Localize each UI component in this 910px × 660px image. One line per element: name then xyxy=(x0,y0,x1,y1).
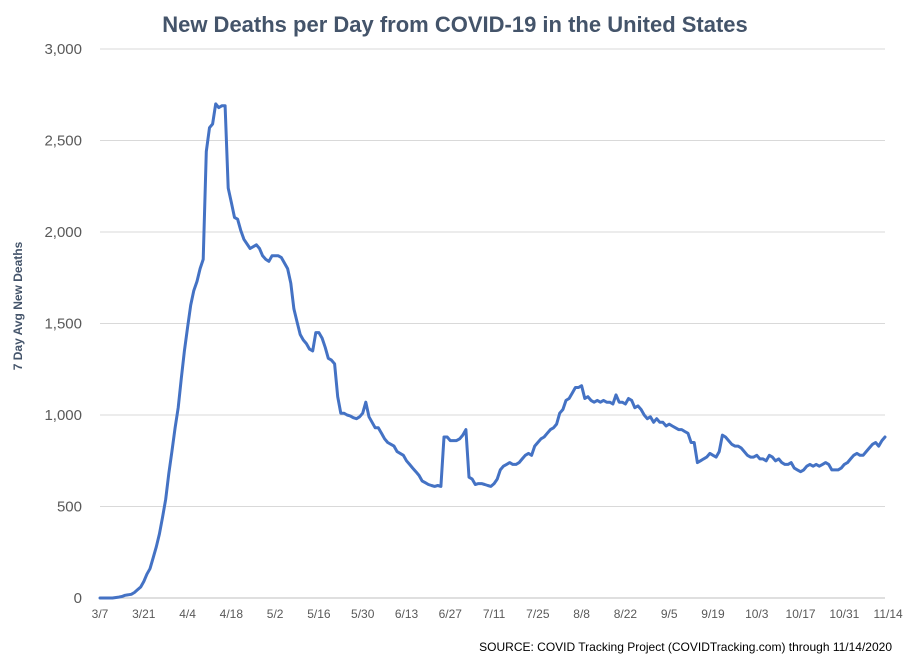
x-tick-label: 9/19 xyxy=(701,607,725,621)
y-tick-label: 2,500 xyxy=(44,133,82,150)
y-tick-label: 2,000 xyxy=(44,224,82,241)
x-tick-label: 8/22 xyxy=(614,607,638,621)
x-tick-label: 8/8 xyxy=(573,607,590,621)
x-tick-label: 9/5 xyxy=(661,607,678,621)
x-tick-label: 3/21 xyxy=(132,607,156,621)
x-tick-label: 5/30 xyxy=(351,607,375,621)
x-tick-label: 6/13 xyxy=(395,607,419,621)
x-tick-label: 4/4 xyxy=(179,607,196,621)
axes: 0 500 1,000 1,500 2,000 2,500 3,000 3/7 3/21 4/4 4… xyxy=(44,41,903,621)
x-tick-label: 5/2 xyxy=(267,607,284,621)
gridlines xyxy=(100,48,885,507)
y-tick-label: 500 xyxy=(57,499,82,516)
y-tick-label: 1,500 xyxy=(44,316,82,333)
x-tick-label: 5/16 xyxy=(307,607,331,621)
y-tick-label: 3,000 xyxy=(44,41,82,58)
series-line xyxy=(98,102,887,600)
x-tick-label: 7/25 xyxy=(526,607,550,621)
x-tick-label: 3/7 xyxy=(92,607,109,621)
y-tick-label: 1,000 xyxy=(44,407,82,424)
x-tick-label: 4/18 xyxy=(220,607,244,621)
x-tick-label: 11/14 xyxy=(874,607,903,621)
x-tick-label: 10/31 xyxy=(829,607,859,621)
source-note: SOURCE: COVID Tracking Project (COVIDTra… xyxy=(479,640,892,654)
x-tick-label: 10/3 xyxy=(745,607,769,621)
x-tick-label: 6/27 xyxy=(439,607,463,621)
x-tick-label: 10/17 xyxy=(786,607,816,621)
y-tick-label: 0 xyxy=(74,590,82,607)
series-layer xyxy=(98,102,887,600)
chart-title: New Deaths per Day from COVID-19 in the … xyxy=(162,12,748,37)
x-tick-label: 7/11 xyxy=(483,607,506,621)
